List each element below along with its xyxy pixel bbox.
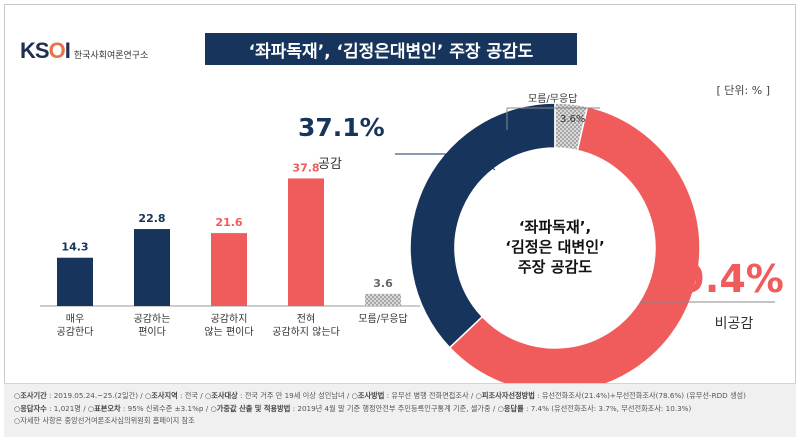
bar-value-label-4: 37.8 xyxy=(292,161,319,174)
donut-label-disagree-name: 비공감 xyxy=(715,316,754,332)
bar-value-label-5: 3.6 xyxy=(373,277,393,290)
bar-4 xyxy=(288,178,324,306)
bar-category-label-2: 편이다 xyxy=(138,326,166,338)
chart-title-text: ‘좌파독재’, ‘김정은대변인’ 주장 공감도 xyxy=(248,41,534,62)
donut-slice-agree xyxy=(409,102,556,349)
footnote-1-item: ○피조사자선정방법 : 유선전화조사(21.4%)+무선전화조사(78.6%) … xyxy=(475,391,746,400)
bar-value-label-2: 22.8 xyxy=(138,212,165,225)
bar-category-label-2: 공감하는 xyxy=(134,312,171,325)
donut-label-disagree-value: 59.4% xyxy=(652,257,784,301)
footnote-line-1: ○조사기간 : 2019.05.24.~25.(2일간) / ○조사지역 : 전… xyxy=(14,390,786,403)
bar-3 xyxy=(211,233,247,306)
donut-center-label-2: ‘김정은 대변인’ xyxy=(505,238,604,256)
chart-title: ‘좌파독재’, ‘김정은대변인’ 주장 공감도 xyxy=(205,33,577,65)
bar-category-label-1: 공감한다 xyxy=(57,326,94,338)
bar-5 xyxy=(365,293,401,306)
footnote-line-3-text: 자세한 사항은 중앙선거여론조사심의위원회 홈페이지 참조 xyxy=(20,416,195,425)
footnote-1-item: ○조사지역 : 전국 / xyxy=(145,391,205,400)
footnote-1-item: ○조사대상 : 전국 거주 만 19세 이상 성인남녀 / xyxy=(204,391,352,400)
bar-category-label-4: 전혀 xyxy=(297,313,315,325)
bar-value-label-3: 21.6 xyxy=(215,216,242,229)
footnote-2-item: ○표본오차 : 95% 신뢰수준 ±3.1%p / xyxy=(87,403,211,413)
footnote-2-item: ○응답률 : 7.4% (유선전화조사: 3.7%, 무선전화조사: 10.3%… xyxy=(497,403,692,413)
footnote-line-3: ○자세한 사항은 중앙선거여론조사심의위원회 홈페이지 참조 xyxy=(14,416,195,425)
ksoi-logo: KSOI 한국사회여론연구소 xyxy=(20,38,148,64)
donut-center-label-3: 주장 공감도 xyxy=(518,258,592,276)
footnote-2-item: ○가중값 산출 및 적용방법 : 2019년 4월 말 기준 행정안전부 주민등… xyxy=(210,403,498,413)
bar-category-label-1: 매우 xyxy=(66,313,84,325)
footnote-1-item: ○조사기간 : 2019.05.24.~25.(2일간) / xyxy=(14,391,146,400)
unit-label: [ 단위: % ] xyxy=(716,84,770,97)
donut-label-unknown-name: 모름/무응답 xyxy=(528,93,577,105)
donut-label-agree-value: 37.1% xyxy=(298,113,385,142)
survey-footnote: ○조사기간 : 2019.05.24.~25.(2일간) / ○조사지역 : 전… xyxy=(4,383,796,437)
footnote-1-item: ○조사방법 : 유무선 병행 전화면접조사 / xyxy=(351,391,476,400)
bar-2 xyxy=(134,229,170,306)
donut-label-unknown-value: 3.6% xyxy=(560,114,585,125)
bar-category-label-3: 않는 편이다 xyxy=(204,326,253,338)
logo-mark: KSOI xyxy=(20,38,71,63)
footnote-2-item: ○응답자수 : 1,021명 / xyxy=(14,403,88,413)
bar-category-label-4: 공감하지 않는다 xyxy=(272,325,340,338)
logo-subtitle: 한국사회여론연구소 xyxy=(73,50,149,61)
donut-label-agree-name: 공감 xyxy=(318,157,342,172)
callout-line-agree-2 xyxy=(474,153,496,171)
bar-value-label-1: 14.3 xyxy=(61,241,88,254)
footnote-line-2: ○응답자수 : 1,021명 / ○표본오차 : 95% 신뢰수준 ±3.1%p… xyxy=(14,403,786,416)
bar-1 xyxy=(57,257,93,306)
bar-category-label-5: 모름/무응답 xyxy=(358,313,407,325)
bar-category-label-3: 공감하지 xyxy=(211,312,248,325)
donut-center-label-1: ‘좌파독재’, xyxy=(519,218,591,236)
donut-slice-disagree xyxy=(448,105,701,394)
